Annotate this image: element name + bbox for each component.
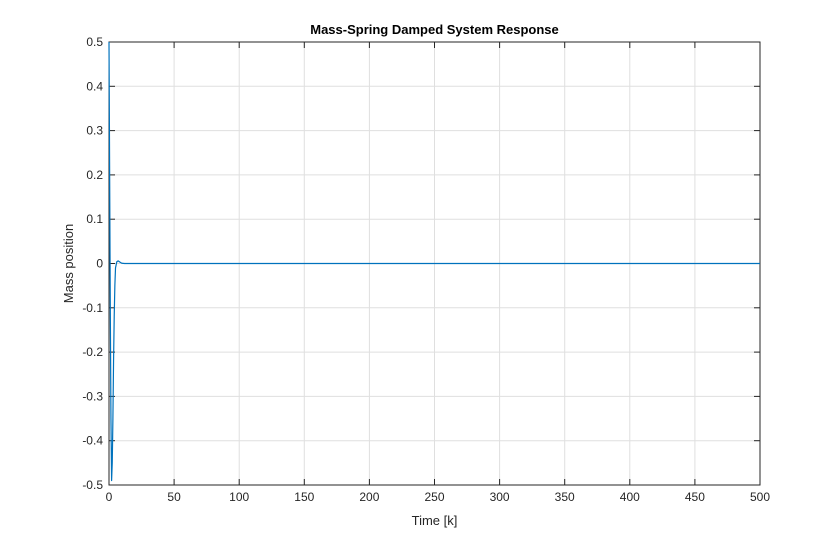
ticks: [108, 41, 761, 486]
y-tick-label: 0.5: [86, 35, 103, 49]
chart-title: Mass-Spring Damped System Response: [310, 22, 559, 37]
y-axis-label: Mass position: [61, 224, 76, 303]
y-tick-labels: -0.5 -0.4 -0.3 -0.2 -0.1 0 0.1 0.2 0.3 0.4 0.5: [82, 35, 103, 492]
x-tick-label: 250: [424, 490, 444, 504]
y-tick-label: -0.3: [82, 389, 103, 403]
x-tick-label: 350: [555, 490, 575, 504]
y-tick-label: -0.5: [82, 478, 103, 492]
y-tick-label: 0.4: [86, 79, 103, 93]
x-tick-label: 0: [106, 490, 113, 504]
x-tick-label: 200: [359, 490, 379, 504]
y-tick-label: 0.2: [86, 168, 103, 182]
y-tick-label: 0.3: [86, 124, 103, 138]
x-tick-label: 300: [490, 490, 510, 504]
x-tick-label: 400: [620, 490, 640, 504]
x-tick-label: 450: [685, 490, 705, 504]
x-axis-label: Time [k]: [412, 513, 458, 528]
x-tick-label: 100: [229, 490, 249, 504]
y-tick-label: -0.1: [82, 301, 103, 315]
y-tick-label: -0.4: [82, 434, 103, 448]
series-line: [108, 41, 760, 482]
y-tick-label: 0.1: [86, 212, 103, 226]
x-tick-labels: 0 50 100 150 200 250 300 350 400 450 500: [106, 490, 771, 504]
x-tick-label: 500: [750, 490, 770, 504]
y-tick-label: -0.2: [82, 345, 103, 359]
series-group: [108, 41, 760, 482]
y-tick-label: 0: [96, 257, 103, 271]
x-tick-label: 50: [167, 490, 181, 504]
x-tick-label: 150: [294, 490, 314, 504]
